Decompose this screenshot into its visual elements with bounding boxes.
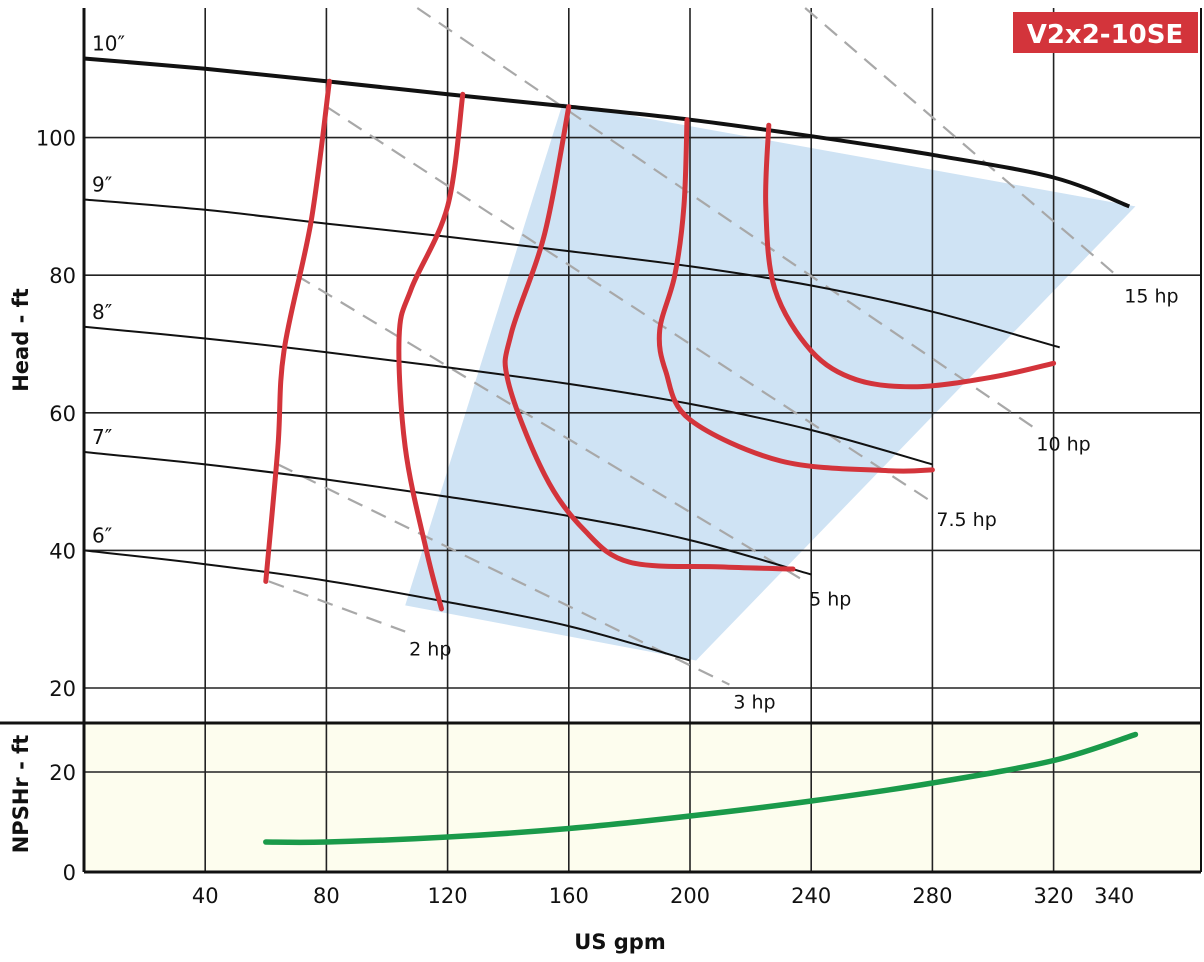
impeller-curve <box>83 451 812 576</box>
power-line <box>804 7 1121 280</box>
x-tick-label: 240 <box>791 884 831 908</box>
x-axis-title: US gpm <box>574 930 665 954</box>
x-tick-label: 80 <box>313 884 340 908</box>
impeller-curve <box>83 198 1060 349</box>
x-tick-labels: 40 80 120 160 200 240 280 320 340 <box>192 884 1134 908</box>
impeller-curve <box>83 549 691 662</box>
impeller-label: 10″ <box>92 31 125 55</box>
head-axis-title: Head - ft <box>9 288 33 392</box>
npsh-curve <box>263 731 1139 846</box>
power-label: 15 hp <box>1124 286 1178 308</box>
power-label: 3 hp <box>733 692 775 714</box>
frame <box>0 8 1202 874</box>
impeller-label: 7″ <box>92 425 112 449</box>
impeller-labels: 10″ 9″ 8″ 7″ 6″ <box>92 31 125 547</box>
head-tick-label: 20 <box>49 677 76 701</box>
power-line <box>268 580 406 633</box>
impeller-label: 8″ <box>92 300 112 324</box>
npsh-tick-label: 20 <box>49 761 76 785</box>
grid <box>84 8 1201 872</box>
x-tick-label: 340 <box>1094 884 1134 908</box>
power-line <box>295 274 806 583</box>
power-labels: 2 hp 3 hp 5 hp 7.5 hp 10 hp 15 hp <box>409 286 1178 714</box>
npsh-axis-title: NPSHr - ft <box>9 735 33 854</box>
efficiency-curve <box>263 78 332 584</box>
efficiency-curve <box>763 122 1057 390</box>
power-line <box>416 7 1034 428</box>
efficiency-curve <box>656 117 935 474</box>
power-label: 7.5 hp <box>936 509 996 531</box>
head-tick-label: 100 <box>36 127 76 151</box>
npsh-y-tick-labels: 0 20 <box>49 761 76 885</box>
x-tick-label: 160 <box>549 884 589 908</box>
efficiency-curve <box>396 91 466 612</box>
power-label: 2 hp <box>409 639 451 661</box>
x-tick-label: 280 <box>912 884 952 908</box>
title-badge <box>1013 12 1198 53</box>
npsh-panel-background <box>84 723 1201 872</box>
impeller-label: 9″ <box>92 173 112 197</box>
impeller-curve <box>83 56 1131 209</box>
head-tick-label: 40 <box>49 539 76 563</box>
impeller-label: 6″ <box>92 523 112 547</box>
head-y-tick-labels: 20 40 60 80 100 <box>36 127 76 701</box>
x-tick-label: 320 <box>1034 884 1074 908</box>
efficiency-curves <box>263 78 1057 612</box>
x-tick-label: 120 <box>428 884 468 908</box>
efficiency-curve <box>502 104 796 572</box>
power-label: 10 hp <box>1036 434 1090 456</box>
power-line <box>277 463 730 686</box>
x-tick-label: 40 <box>192 884 219 908</box>
power-label: 5 hp <box>809 588 851 610</box>
head-tick-label: 80 <box>49 264 76 288</box>
npsh-curves <box>263 731 1139 846</box>
chart-title: V2x2-10SE <box>1027 20 1184 50</box>
head-tick-label: 60 <box>49 402 76 426</box>
npsh-tick-label: 0 <box>63 861 76 885</box>
x-tick-label: 200 <box>670 884 710 908</box>
preferred-operating-region <box>405 103 1136 661</box>
